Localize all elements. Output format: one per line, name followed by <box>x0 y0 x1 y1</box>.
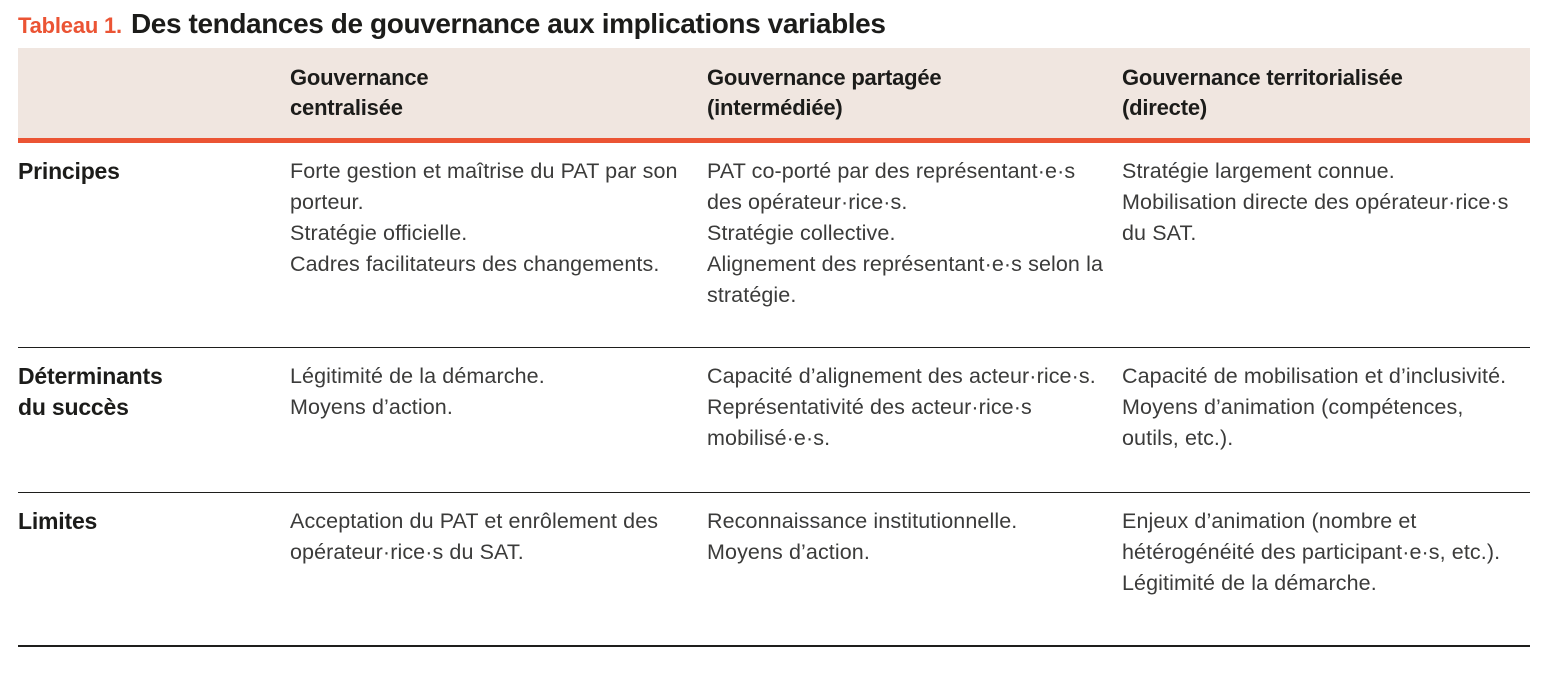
cell-item: Capacité d’alignement des acteur·rice·s. <box>707 364 1096 388</box>
cell-item: Stratégie collective. <box>707 221 896 245</box>
cell-item: Cadres facilitateurs des changements. <box>290 252 660 276</box>
table-cell: Capacité d’alignement des acteur·rice·s.… <box>707 361 1122 492</box>
cell-item: Représentativité des acteur·rice·s mobil… <box>707 395 1032 450</box>
table-body: Principes Forte gestion et maîtrise du PA… <box>18 143 1530 647</box>
cell-item: Légitimité de la démarche. <box>290 364 545 388</box>
cell-item: Capacité de mobilisation et d’inclusivit… <box>1122 364 1507 388</box>
header-cell-gouvernance-territorialisee: Gouvernance territorialisée (directe) <box>1122 65 1403 120</box>
table-cell: Acceptation du PAT et enrôlement des opé… <box>290 506 707 645</box>
table-row: Limites Acceptation du PAT et enrôlement … <box>18 492 1530 645</box>
table-cell: Reconnaissance institutionnelle. Moyens d… <box>707 506 1122 645</box>
table-number-label: Tableau 1. <box>18 13 122 38</box>
table-title: Tableau 1. Des tendances de gouvernance … <box>18 8 1548 40</box>
cell-item: Reconnaissance institutionnelle. <box>707 509 1018 533</box>
row-label: Principes <box>18 158 120 184</box>
table-cell: PAT co-porté par des représentant·e·s de… <box>707 156 1122 347</box>
cell-item: Légitimité de la démarche. <box>1122 571 1377 595</box>
governance-table: Gouvernance centralisée Gouvernance part… <box>18 48 1530 647</box>
cell-item: Mobilisation directe des opérateur·rice·… <box>1122 190 1509 245</box>
row-label: Limites <box>18 508 98 534</box>
cell-item: Alignement des représentant·e·s selon la… <box>707 252 1103 307</box>
table-cell: Enjeux d’animation (nombre et hétérogéné… <box>1122 506 1530 645</box>
table-row: Déterminants du succès Légitimité de la d… <box>18 347 1530 492</box>
table-cell: Stratégie largement connue. Mobilisation … <box>1122 156 1530 347</box>
header-cell-gouvernance-partagee: Gouvernance partagée (intermédiée) <box>707 65 942 120</box>
cell-item: Stratégie officielle. <box>290 221 468 245</box>
row-label: Déterminants du succès <box>18 363 163 420</box>
accent-rule <box>18 138 1530 143</box>
table-cell: Légitimité de la démarche. Moyens d’actio… <box>290 361 707 492</box>
page-title: Des tendances de gouvernance aux implica… <box>130 8 886 39</box>
table-row: Principes Forte gestion et maîtrise du PA… <box>18 143 1530 347</box>
cell-item: Forte gestion et maîtrise du PAT par son… <box>290 159 678 214</box>
cell-item: Enjeux d’animation (nombre et hétérogéné… <box>1122 509 1501 564</box>
cell-item: PAT co-porté par des représentant·e·s de… <box>707 159 1076 214</box>
cell-item: Stratégie largement connue. <box>1122 159 1395 183</box>
cell-item: Acceptation du PAT et enrôlement des opé… <box>290 509 659 564</box>
cell-item: Moyens d’action. <box>707 540 870 564</box>
table-cell: Forte gestion et maîtrise du PAT par son… <box>290 156 707 347</box>
table-header-row: Gouvernance centralisée Gouvernance part… <box>18 48 1530 138</box>
cell-item: Moyens d’animation (compétences, outils,… <box>1122 395 1464 450</box>
page: Tableau 1. Des tendances de gouvernance … <box>18 8 1548 647</box>
header-cell-gouvernance-centralisee: Gouvernance centralisée <box>290 65 429 120</box>
table-cell: Capacité de mobilisation et d’inclusivit… <box>1122 361 1530 492</box>
cell-item: Moyens d’action. <box>290 395 453 419</box>
header-cell-empty <box>18 48 290 138</box>
